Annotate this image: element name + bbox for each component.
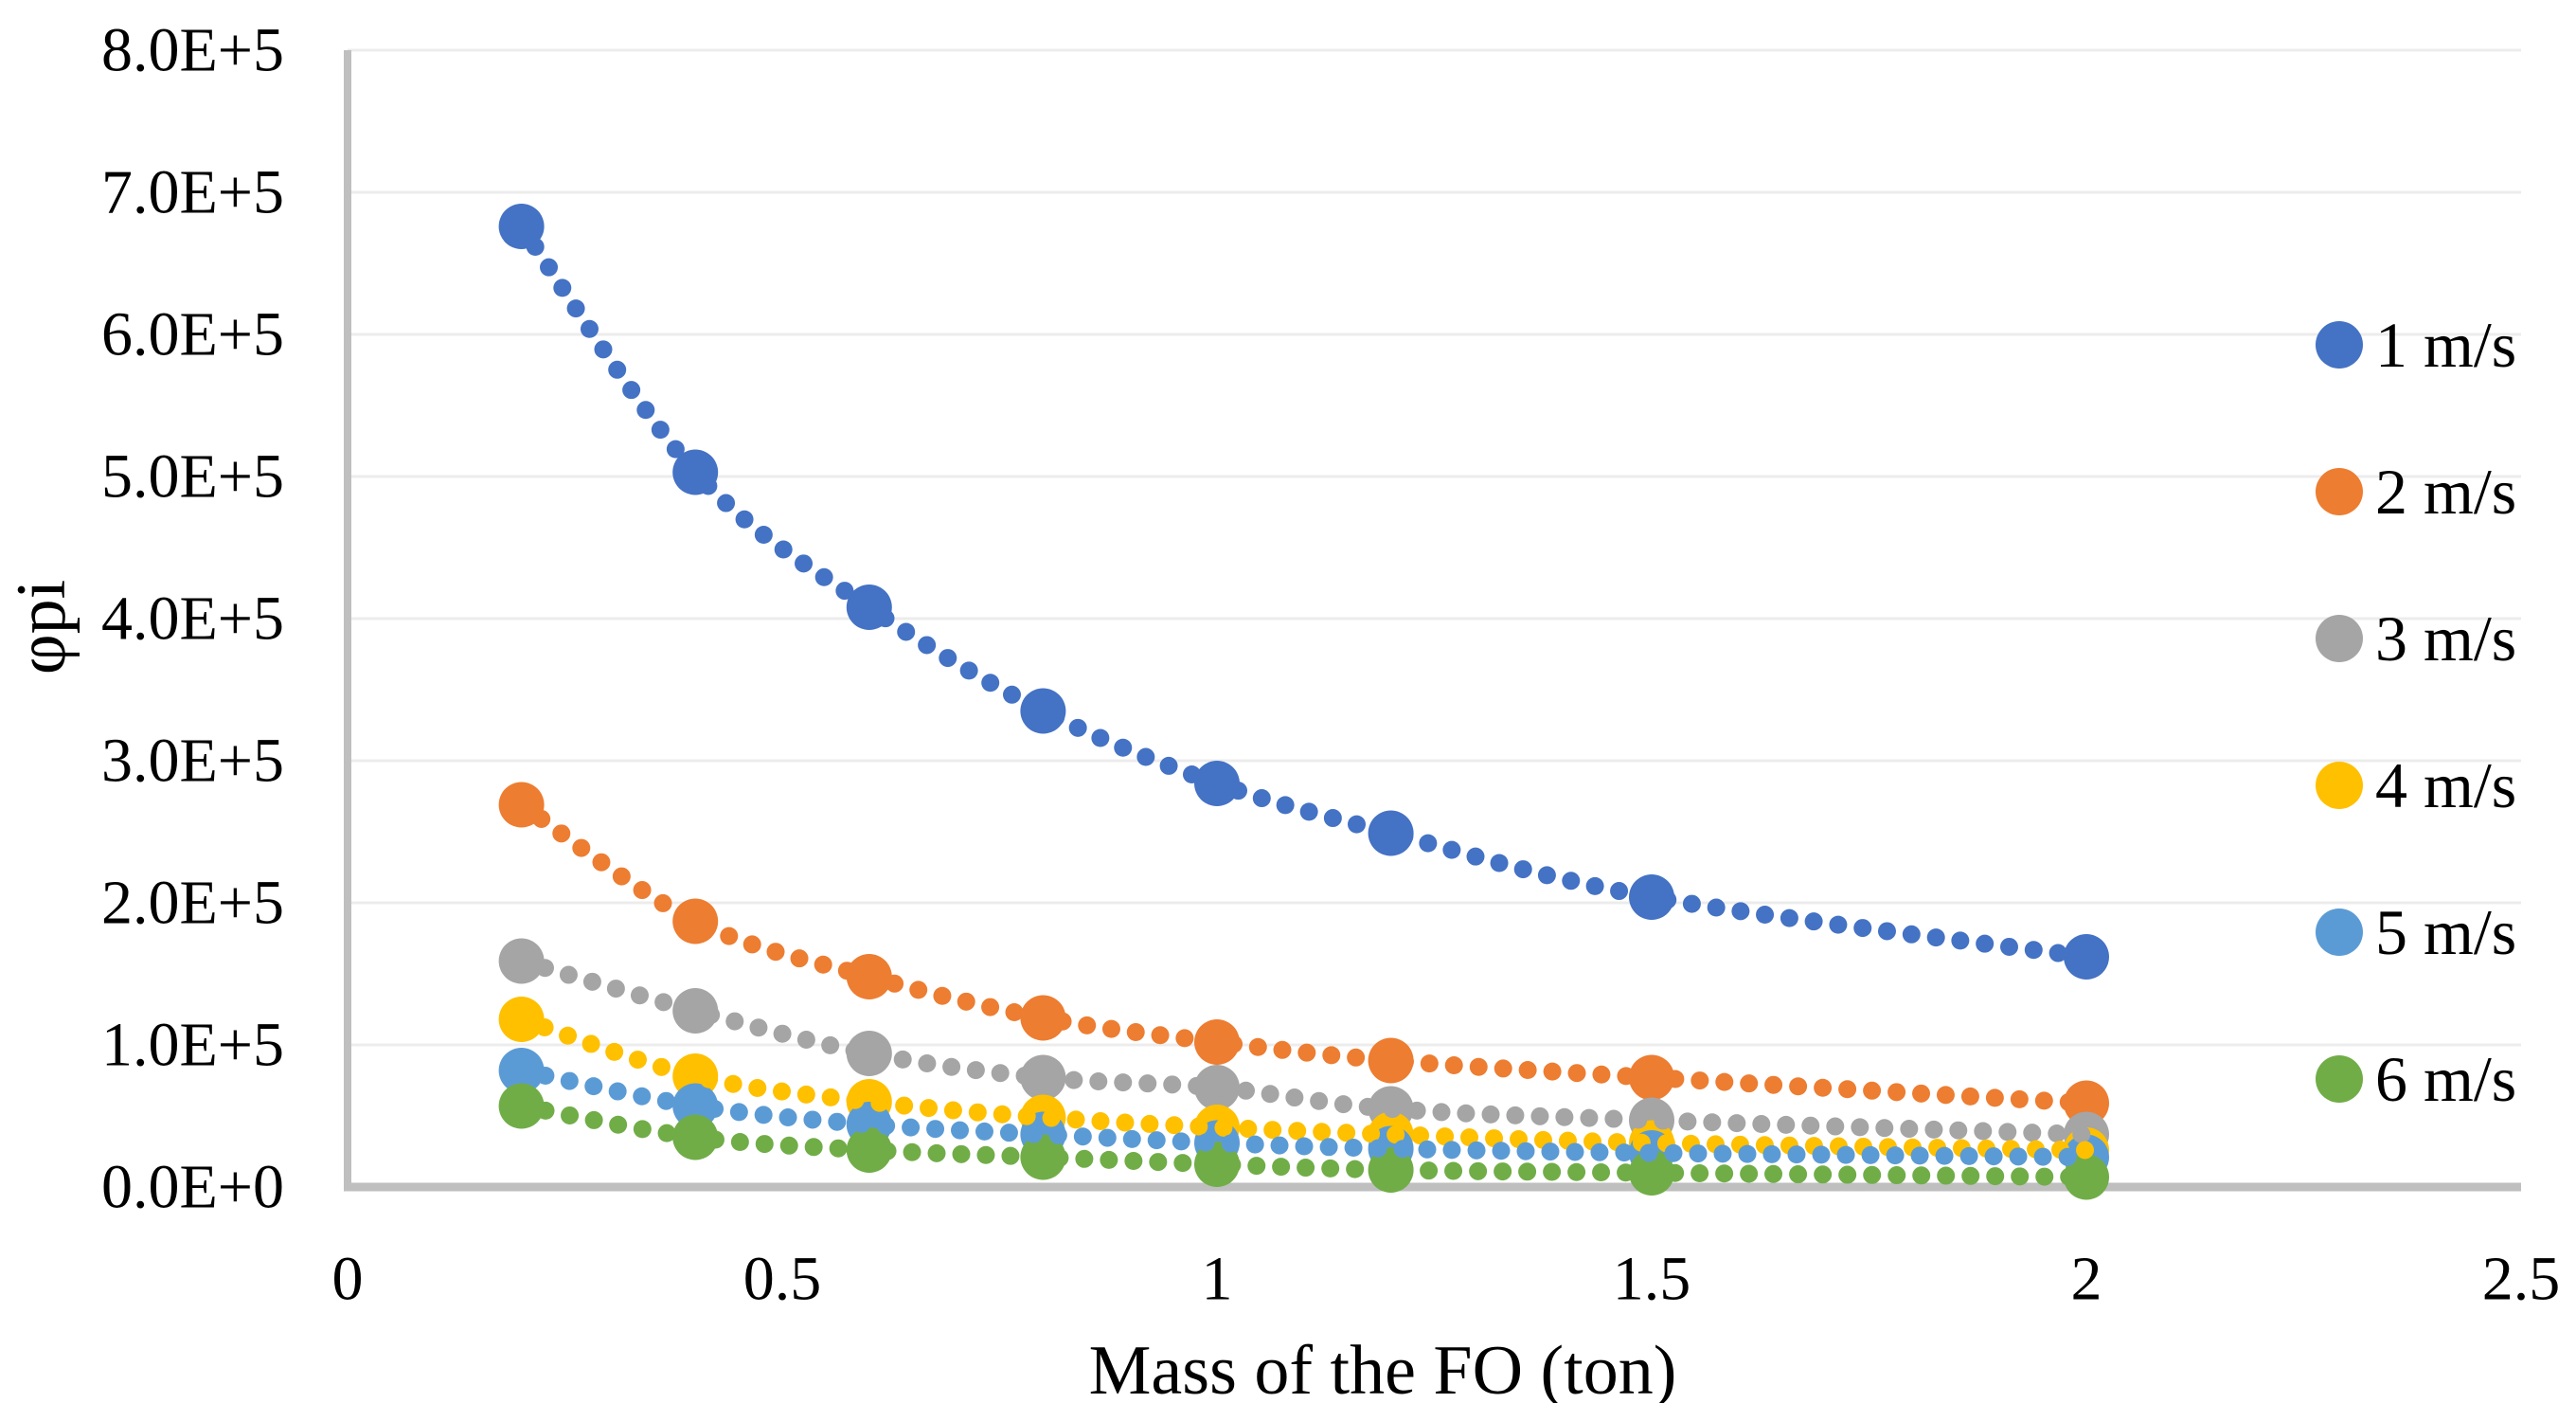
- trendline-4m/s: [512, 1010, 2096, 1160]
- legend-marker-2m/s: [2316, 468, 2363, 515]
- legend-marker-4m/s: [2316, 762, 2363, 809]
- legend-marker-1m/s: [2316, 321, 2363, 369]
- legend-item: 6 m/s: [2316, 1043, 2516, 1115]
- y-tick-label: 5.0E+5: [101, 442, 284, 512]
- y-tick-label: 3.0E+5: [101, 727, 284, 796]
- y-tick-label: 8.0E+5: [101, 16, 284, 85]
- trendline-6m/s: [512, 1097, 2096, 1186]
- legend-item: 3 m/s: [2316, 603, 2516, 675]
- y-tick-label: 2.0E+5: [101, 869, 284, 938]
- legend-item: 5 m/s: [2316, 896, 2516, 968]
- data-point-6m/s-m2: [2064, 1154, 2109, 1200]
- legend-marker-3m/s: [2316, 615, 2363, 662]
- axis-labels-group: 0.0E+0 1.0E+5 2.0E+5 3.0E+5 4.0E+5 5.0E+5 6.0E…: [3, 16, 2560, 1403]
- legend-label: 3 m/s: [2375, 603, 2516, 675]
- x-tick-label: 2: [2071, 1245, 2102, 1314]
- axes-group: [344, 50, 2521, 1192]
- trendline-2m/s: [512, 796, 2096, 1112]
- y-tick-label: 0.0E+0: [101, 1153, 284, 1222]
- trendline-5m/s: [512, 1061, 2096, 1166]
- x-tick-label: 2.5: [2482, 1245, 2561, 1314]
- legend-marker-5m/s: [2316, 908, 2363, 956]
- legend-label: 1 m/s: [2375, 309, 2516, 381]
- legend-label: 5 m/s: [2375, 896, 2516, 968]
- data-point-6m/s-m1.2: [1368, 1147, 1414, 1193]
- y-tick-label: 4.0E+5: [101, 585, 284, 654]
- data-point-2m/s-m2: [2064, 1080, 2109, 1126]
- legend-item: 4 m/s: [2316, 749, 2516, 821]
- legend-group: 1 m/s 2 m/s 3 m/s 4 m/s 5 m/s 6 m/s: [2316, 309, 2516, 1115]
- x-axis-title: Mass of the FO (ton): [1089, 1332, 1677, 1403]
- trendline-1m/s: [512, 217, 2096, 966]
- gridlines-group: [348, 48, 2521, 1047]
- x-tick-label: 0: [332, 1245, 364, 1314]
- data-markers-group: [498, 204, 2109, 1200]
- x-tick-label: 0.5: [743, 1245, 822, 1314]
- legend-item: 1 m/s: [2316, 309, 2516, 381]
- legend-marker-6m/s: [2316, 1055, 2363, 1103]
- trendlines-group: [512, 217, 2096, 1186]
- data-point-3m/s-m0.6: [846, 1031, 892, 1076]
- y-tick-label: 1.0E+5: [101, 1011, 284, 1080]
- legend-label: 4 m/s: [2375, 749, 2516, 821]
- x-tick-label: 1.5: [1613, 1245, 1691, 1314]
- y-tick-label: 7.0E+5: [101, 158, 284, 227]
- y-tick-label: 6.0E+5: [101, 300, 284, 369]
- x-tick-label: 1: [1202, 1245, 1233, 1314]
- legend-item: 2 m/s: [2316, 456, 2516, 528]
- legend-label: 6 m/s: [2375, 1043, 2516, 1115]
- data-point-6m/s-m1: [1194, 1142, 1240, 1187]
- y-axis-title: φpi: [3, 580, 80, 675]
- trendline-3m/s: [512, 952, 2096, 1143]
- legend-label: 2 m/s: [2375, 456, 2516, 528]
- data-point-2m/s-m1.2: [1368, 1037, 1414, 1084]
